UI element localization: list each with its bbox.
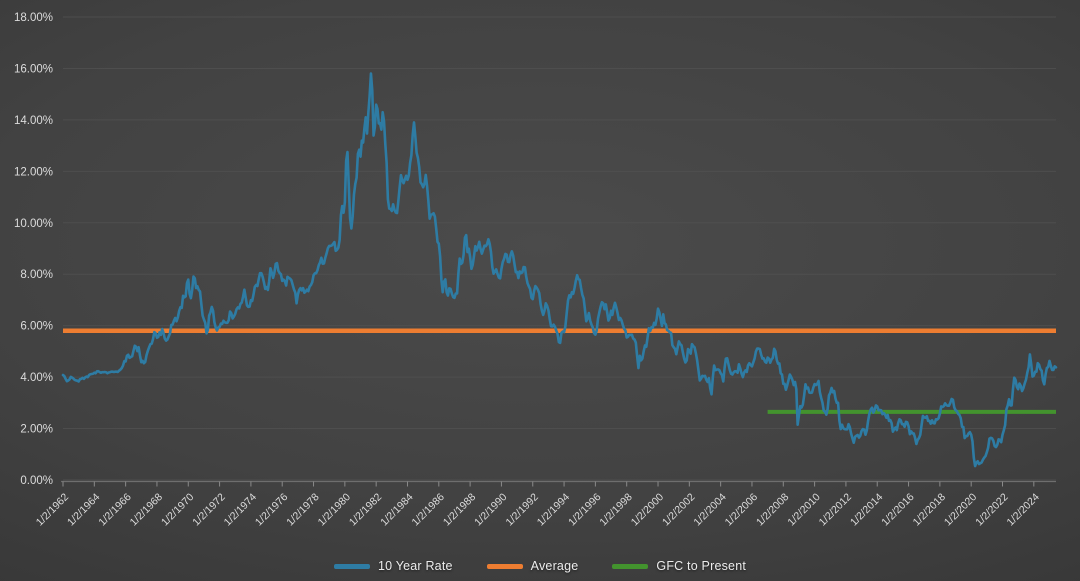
y-axis-tick-label: 12.00% [14,166,53,178]
y-axis-tick-label: 6.00% [20,321,53,333]
legend-label: Average [530,559,579,573]
x-axis-tick-label: 1/2/1970 [159,491,196,528]
x-axis-tick-label: 1/2/1962 [34,491,71,528]
y-axis-tick-label: 0.00% [20,475,53,487]
x-axis-tick-label: 1/2/1974 [222,491,259,528]
x-axis-tick-label: 1/2/2010 [785,491,822,528]
x-axis-tick-label: 1/2/2022 [973,491,1010,528]
legend-item-10-year-rate: 10 Year Rate [333,559,453,573]
x-axis-tick-label: 1/2/1980 [316,491,353,528]
x-axis-tick-label: 1/2/2012 [817,491,854,528]
x-axis-tick-label: 1/2/2016 [879,491,916,528]
y-axis-tick-label: 4.00% [20,372,53,384]
x-axis-tick-label: 1/2/2000 [629,491,666,528]
x-axis-tick-label: 1/2/1972 [190,491,227,528]
x-axis-tick-label: 1/2/2004 [691,491,728,528]
x-axis-tick-label: 1/2/2018 [911,491,948,528]
x-axis-tick-label: 1/2/1984 [378,491,415,528]
legend-item-gfc-to-present: GFC to Present [612,559,746,573]
y-axis-tick-label: 8.00% [20,269,53,281]
y-axis-tick-label: 2.00% [20,424,53,436]
x-axis-tick-label: 1/2/2006 [723,491,760,528]
line-swatch-icon [333,563,370,569]
line-swatch-icon [486,563,523,569]
x-axis-tick-label: 1/2/1982 [347,491,384,528]
x-axis-tick-label: 1/2/1994 [535,491,572,528]
x-axis-tick-label: 1/2/2024 [1005,491,1042,528]
x-axis-tick-label: 1/2/2008 [754,491,791,528]
x-axis-tick-label: 1/2/1988 [441,491,478,528]
line-swatch-icon [612,563,649,569]
y-axis-tick-label: 16.00% [14,63,53,75]
x-axis-tick-label: 1/2/1996 [566,491,603,528]
y-axis-tick-label: 10.00% [14,218,53,230]
chart-legend: 10 Year Rate Average GFC to Present [0,559,1080,573]
x-axis-tick-label: 1/2/1976 [253,491,290,528]
x-axis-tick-label: 1/2/1964 [65,491,102,528]
y-axis-tick-label: 18.00% [14,12,53,24]
x-axis-tick-label: 1/2/2014 [848,491,885,528]
x-axis-tick-label: 1/2/1978 [284,491,321,528]
x-axis-tick-label: 1/2/2002 [660,491,697,528]
x-axis-tick-label: 1/2/1992 [503,491,540,528]
x-axis-tick-label: 1/2/1990 [472,491,509,528]
series-line-10-year-rate [61,72,1058,468]
y-axis-tick-label: 14.00% [14,115,53,127]
legend-label: GFC to Present [656,559,747,573]
x-axis-tick-label: 1/2/2020 [942,491,979,528]
x-axis-tick-label: 1/2/1968 [128,491,165,528]
x-axis-tick-label: 1/2/1966 [96,491,133,528]
x-axis-tick-label: 1/2/1986 [410,491,447,528]
x-axis-tick-label: 1/2/1998 [597,491,634,528]
legend-label: 10 Year Rate [377,559,453,573]
legend-item-average: Average [486,559,579,573]
